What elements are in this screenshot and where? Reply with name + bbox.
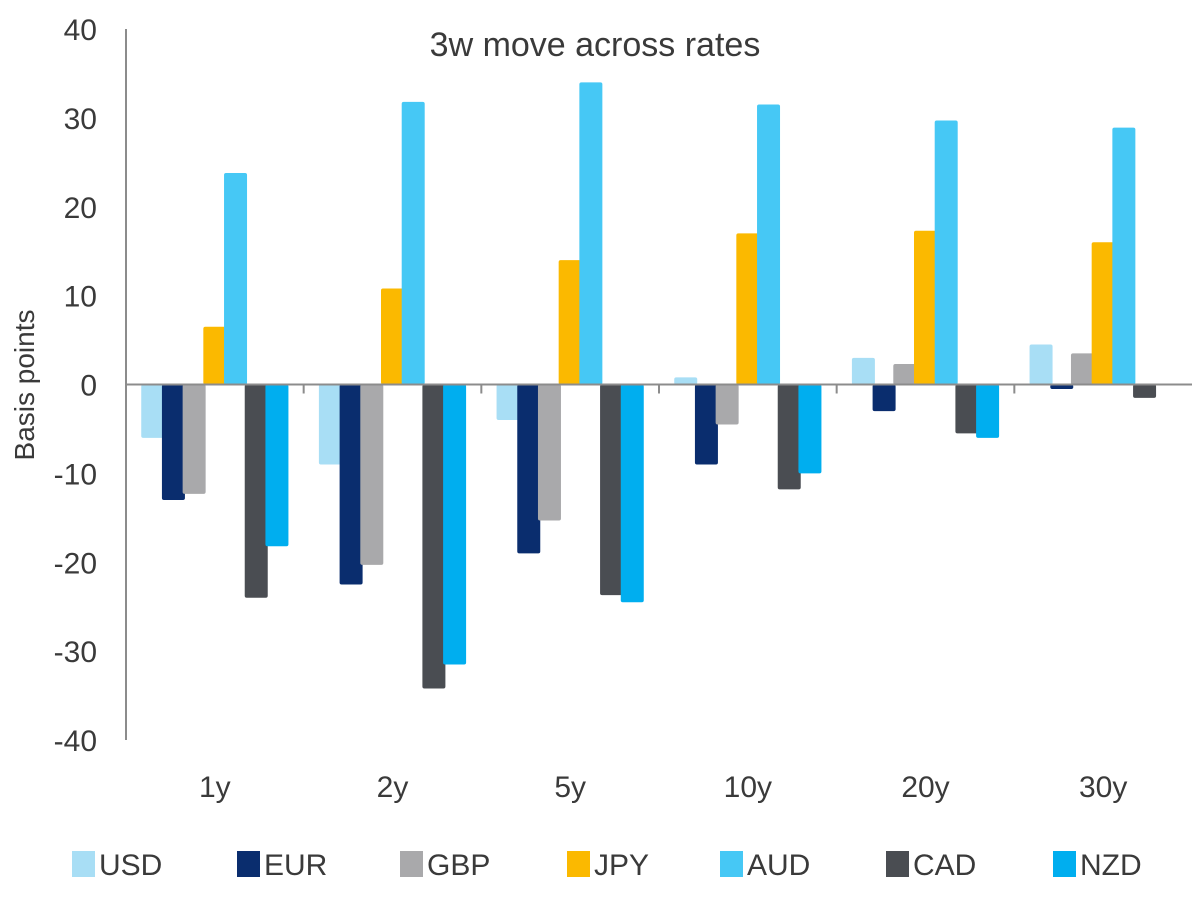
legend-label-nzd: NZD	[1080, 849, 1142, 882]
bar-usd-30y	[1029, 344, 1053, 385]
y-axis-label: Basis points	[9, 310, 40, 461]
bar-aud-5y	[579, 82, 603, 385]
bar-gbp-20y	[893, 364, 917, 385]
bar-aud-2y	[401, 101, 425, 385]
bar-gbp-2y	[360, 384, 384, 565]
legend: USD EUR GBP JPY AUD CAD NZD	[72, 849, 1142, 882]
y-tick-label: 40	[64, 14, 97, 47]
y-tick-label: 0	[80, 370, 97, 403]
legend-label-gbp: GBP	[427, 849, 490, 882]
bar-nzd-10y	[798, 384, 822, 474]
bar-eur-1y	[161, 384, 185, 501]
bar-eur-5y	[517, 384, 541, 554]
x-axis-ticks: 1y 2y 5y 10y 20y 30y	[199, 384, 1127, 804]
legend-swatch-nzd	[1053, 851, 1076, 877]
legend-swatch-jpy	[567, 851, 590, 877]
legend-label-eur: EUR	[264, 849, 327, 882]
bar-nzd-20y	[976, 384, 1000, 438]
chart-title: 3w move across rates	[430, 26, 761, 64]
legend-swatch-aud	[720, 851, 743, 877]
bar-jpy-1y	[203, 326, 227, 385]
bar-aud-30y	[1112, 127, 1136, 385]
bar-eur-20y	[872, 384, 896, 412]
y-tick-label: -10	[54, 458, 97, 491]
bar-nzd-2y	[443, 384, 467, 665]
bar-jpy-20y	[914, 230, 937, 385]
y-tick-label: -30	[54, 636, 97, 669]
bar-usd-20y	[851, 357, 875, 385]
bar-eur-10y	[694, 384, 718, 465]
bar-cad-20y	[955, 384, 979, 434]
y-tick-label: 20	[64, 192, 97, 225]
bar-jpy-10y	[736, 233, 760, 385]
bar-cad-30y	[1133, 384, 1157, 398]
bar-cad-10y	[777, 384, 801, 490]
legend-swatch-cad	[886, 851, 909, 877]
bar-jpy-30y	[1091, 242, 1115, 385]
bar-usd-5y	[496, 384, 520, 421]
bar-cad-1y	[244, 384, 268, 598]
bars	[141, 82, 1177, 689]
legend-swatch-usd	[72, 851, 95, 877]
bar-gbp-5y	[537, 384, 561, 521]
y-tick-label: 10	[64, 281, 97, 314]
x-tick-label: 5y	[554, 771, 586, 804]
x-tick-label: 2y	[377, 771, 409, 804]
legend-swatch-eur	[237, 851, 260, 877]
x-tick-label: 30y	[1079, 771, 1127, 804]
legend-label-jpy: JPY	[594, 849, 649, 882]
x-tick-label: 10y	[724, 771, 772, 804]
y-tick-label: 30	[64, 103, 97, 136]
legend-label-cad: CAD	[913, 849, 976, 882]
bar-eur-2y	[339, 384, 363, 585]
bar-eur-30y	[1050, 384, 1074, 389]
bar-gbp-30y	[1070, 353, 1094, 385]
bar-nzd-5y	[620, 384, 644, 603]
bar-aud-10y	[757, 104, 781, 385]
bar-cad-2y	[422, 384, 446, 689]
bar-jpy-2y	[381, 288, 404, 385]
bar-nzd-1y	[265, 384, 289, 547]
bar-jpy-5y	[558, 260, 582, 385]
y-tick-label: -20	[54, 547, 97, 580]
legend-label-usd: USD	[99, 849, 162, 882]
bar-usd-1y	[141, 384, 165, 438]
legend-swatch-gbp	[400, 851, 423, 877]
bar-usd-2y	[318, 384, 342, 465]
legend-label-aud: AUD	[747, 849, 810, 882]
bar-cad-5y	[600, 384, 624, 596]
x-tick-label: 20y	[901, 771, 949, 804]
y-axis-ticks: 40 30 20 10 0 -10 -20 -30 -40	[54, 14, 97, 758]
bar-gbp-10y	[715, 384, 739, 425]
x-tick-label: 1y	[199, 771, 231, 804]
y-tick-label: -40	[54, 725, 97, 758]
bar-gbp-1y	[182, 384, 206, 494]
bar-aud-1y	[224, 172, 248, 385]
bar-usd-10y	[674, 377, 698, 385]
bar-aud-20y	[934, 120, 958, 385]
